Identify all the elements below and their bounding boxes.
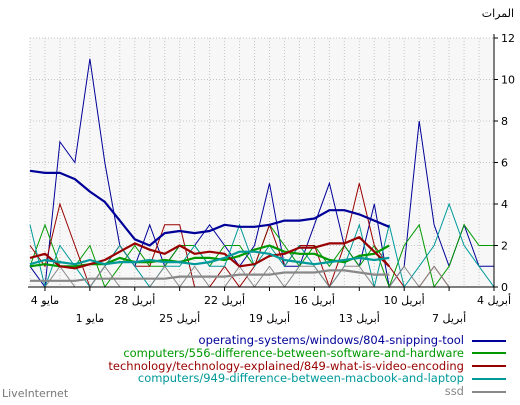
x-tick-label: 4 أبريل <box>477 293 511 307</box>
x-tick-label: 7 أبريل <box>432 311 466 325</box>
legend-swatch <box>472 352 506 355</box>
series-line-1 <box>29 58 494 289</box>
legend-item: technology/technology-explained/849-what… <box>108 358 506 373</box>
x-tick-label: 13 أبريل <box>339 311 380 325</box>
legend-label: technology/technology-explained/849-what… <box>108 358 464 373</box>
series-trend-5 <box>30 269 390 282</box>
legend-swatch <box>472 365 506 368</box>
series-trend-4 <box>29 250 390 266</box>
series-trend-3 <box>29 236 390 270</box>
chart-plot-area: 0 2 4 6 8 10 12 المرات 4 أبريل 7 أبريل 10 أبريل 13 … <box>28 7 515 325</box>
legend-item: computers/949-difference-between-macbook… <box>138 372 506 385</box>
x-tick-label: 1 مايو <box>76 312 105 325</box>
y-tick-label: 8 <box>501 115 508 128</box>
y-tick-label: 12 <box>501 32 515 45</box>
y-tick-label: 6 <box>501 157 508 170</box>
x-tick-label: 19 أبريل <box>249 311 290 325</box>
y-tick-label: 10 <box>501 74 515 87</box>
series-trend-1 <box>29 169 390 247</box>
x-tick-label: 28 أبريل <box>114 293 155 307</box>
legend-item: ssd <box>445 385 506 398</box>
x-tick-label: 22 أبريل <box>204 293 245 307</box>
y-tick-label: 0 <box>501 281 508 294</box>
legend-swatch <box>472 377 506 380</box>
legend-label: computers/949-difference-between-macbook… <box>137 371 464 386</box>
legend-item: computers/556-difference-between-softwar… <box>123 345 506 360</box>
series-line-5 <box>30 265 494 288</box>
legend-swatch <box>472 339 506 342</box>
x-tick-label: 4 مايو <box>31 294 60 307</box>
liveinternet-brand: LiveInternet <box>2 387 69 400</box>
y-tick-label: 4 <box>501 198 508 211</box>
legend-label: operating-systems/windows/804-snipping-t… <box>198 333 464 347</box>
legend-item: operating-systems/windows/804-snipping-t… <box>199 334 506 347</box>
legend-label: computers/556-difference-between-softwar… <box>123 345 464 360</box>
legend-label: ssd <box>444 384 464 399</box>
legend-swatch <box>472 390 506 393</box>
x-tick-label: 25 أبريل <box>159 311 200 325</box>
y-axis-title: المرات <box>482 7 514 20</box>
y-tick-label: 2 <box>501 240 508 253</box>
x-tick-label: 10 أبريل <box>384 293 425 307</box>
x-tick-label: 16 أبريل <box>294 293 335 307</box>
